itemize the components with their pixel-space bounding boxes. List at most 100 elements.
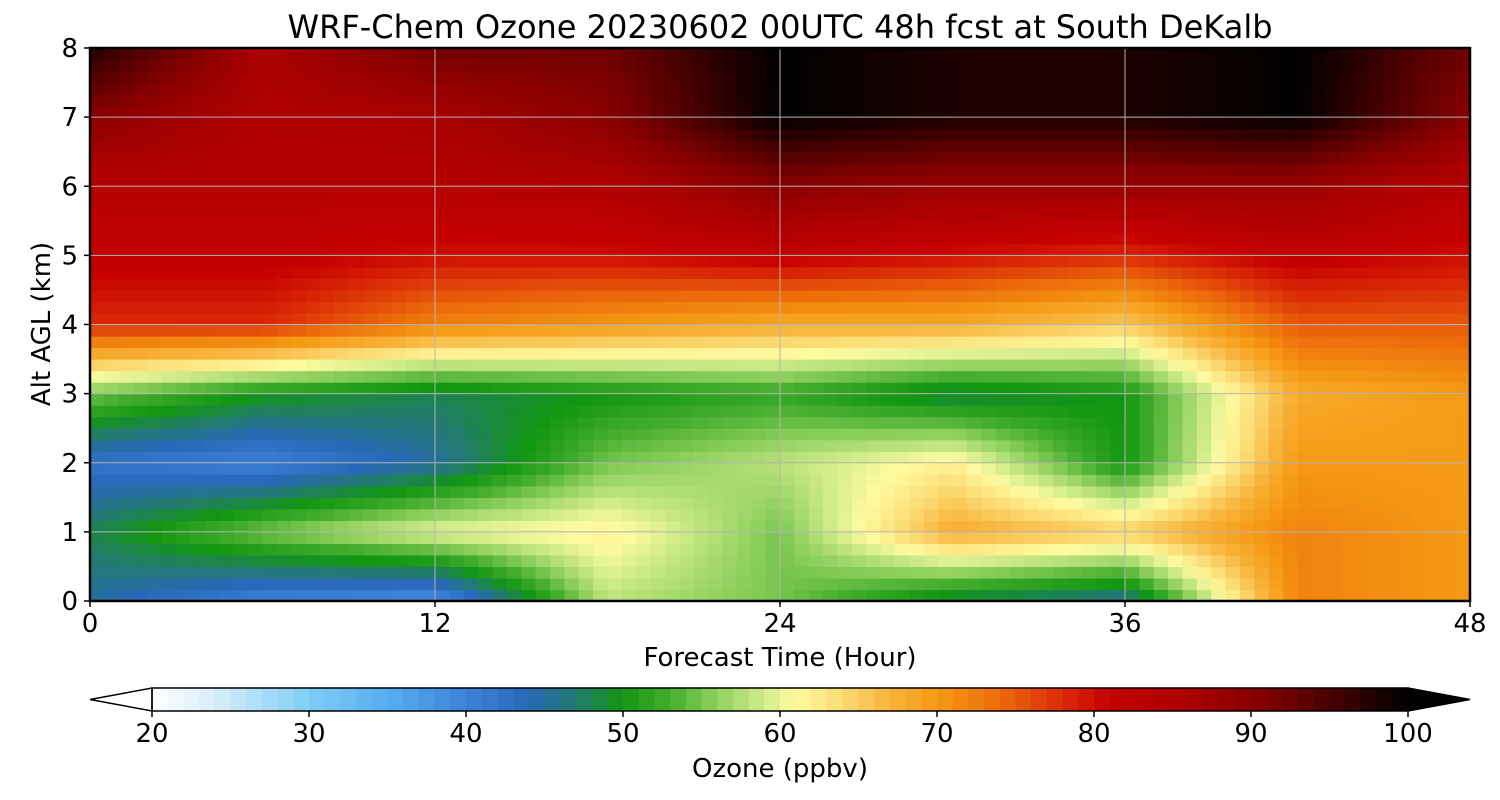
heatmap-cell	[923, 428, 939, 441]
heatmap-cell	[966, 393, 982, 406]
heatmap-cell	[851, 186, 867, 199]
heatmap-cell	[1125, 71, 1140, 84]
heatmap-cell	[1067, 197, 1083, 210]
heatmap-cell	[377, 474, 393, 487]
heatmap-cell	[665, 174, 680, 187]
heatmap-cell	[708, 393, 724, 406]
heatmap-cell	[578, 543, 594, 556]
heatmap-cell	[133, 312, 149, 326]
heatmap-cell	[377, 359, 393, 372]
heatmap-cell	[837, 508, 853, 521]
heatmap-cell	[118, 163, 134, 176]
heatmap-cell	[1455, 474, 1471, 487]
heatmap-cell	[521, 370, 537, 383]
heatmap-cell	[1053, 94, 1069, 107]
heatmap-cell	[1168, 289, 1184, 303]
heatmap-cell	[593, 255, 609, 268]
heatmap-cell	[1283, 140, 1299, 153]
heatmap-cell	[363, 451, 379, 464]
heatmap-cell	[708, 359, 724, 372]
heatmap-cell	[377, 71, 393, 84]
heatmap-cell	[837, 82, 853, 95]
heatmap-cell	[377, 220, 393, 233]
heatmap-cell	[320, 497, 335, 510]
heatmap-cell	[1240, 151, 1255, 164]
heatmap-cell	[1096, 255, 1112, 268]
heatmap-cell	[923, 393, 939, 406]
heatmap-cell	[1211, 336, 1227, 349]
heatmap-cell	[1125, 243, 1140, 256]
heatmap-cell	[1297, 416, 1313, 429]
heatmap-cell	[449, 174, 465, 187]
heatmap-cell	[219, 324, 235, 337]
heatmap-cell	[636, 82, 652, 95]
heatmap-cell	[1182, 151, 1198, 164]
heatmap-cell	[751, 220, 767, 233]
colorbar-swatch	[1392, 688, 1409, 711]
heatmap-cell	[952, 554, 968, 568]
heatmap-cell	[708, 497, 724, 510]
heatmap-cell	[1081, 209, 1097, 222]
heatmap-cell	[506, 197, 522, 210]
heatmap-cell	[463, 439, 479, 452]
heatmap-cell	[1168, 197, 1184, 210]
heatmap-cell	[363, 508, 379, 521]
heatmap-cell	[463, 520, 479, 533]
heatmap-cell	[1067, 347, 1083, 360]
heatmap-cell	[291, 462, 307, 475]
heatmap-cell	[1096, 117, 1112, 130]
heatmap-cell	[722, 243, 738, 256]
heatmap-cell	[1254, 232, 1270, 245]
heatmap-cell	[363, 48, 379, 61]
heatmap-cell	[1283, 405, 1299, 418]
heatmap-cell	[808, 163, 824, 176]
heatmap-cell	[751, 128, 767, 141]
heatmap-cell	[521, 497, 537, 510]
heatmap-cell	[334, 428, 350, 441]
heatmap-cell	[880, 405, 896, 418]
heatmap-cell	[118, 243, 134, 256]
heatmap-cell	[736, 336, 752, 349]
heatmap-cell	[291, 531, 307, 544]
heatmap-cell	[1455, 163, 1471, 176]
heatmap-cell	[219, 255, 235, 268]
heatmap-cell	[851, 416, 867, 429]
heatmap-cell	[1297, 94, 1313, 107]
heatmap-cell	[1412, 428, 1428, 441]
heatmap-cell	[1225, 197, 1241, 210]
heatmap-cell	[1196, 416, 1212, 429]
heatmap-cell	[1283, 289, 1299, 303]
heatmap-cell	[521, 71, 537, 84]
heatmap-cell	[147, 462, 163, 475]
heatmap-cell	[751, 347, 767, 360]
heatmap-cell	[305, 151, 321, 164]
heatmap-cell	[205, 543, 220, 556]
heatmap-cell	[923, 289, 939, 303]
heatmap-cell	[535, 439, 551, 452]
heatmap-cell	[391, 174, 407, 187]
heatmap-cell	[1096, 577, 1112, 591]
heatmap-cell	[1096, 462, 1112, 475]
heatmap-cell	[823, 405, 839, 418]
heatmap-cell	[722, 462, 738, 475]
heatmap-cell	[1398, 266, 1414, 280]
heatmap-cell	[952, 117, 968, 130]
heatmap-cell	[693, 497, 709, 510]
heatmap-cell	[535, 405, 551, 418]
heatmap-cell	[794, 48, 810, 61]
heatmap-cell	[1153, 543, 1169, 556]
heatmap-cell	[837, 416, 853, 429]
heatmap-cell	[1168, 312, 1184, 326]
heatmap-cell	[1067, 94, 1083, 107]
heatmap-cell	[478, 439, 494, 452]
heatmap-cell	[1153, 48, 1169, 61]
heatmap-cell	[923, 197, 939, 210]
heatmap-cell	[161, 439, 177, 452]
heatmap-cell	[621, 554, 637, 568]
colorbar-swatch	[387, 688, 404, 711]
heatmap-cell	[320, 566, 335, 579]
heatmap-cell	[636, 324, 652, 337]
heatmap-cell	[1254, 140, 1270, 153]
heatmap-cell	[880, 220, 896, 233]
heatmap-cell	[679, 382, 695, 395]
